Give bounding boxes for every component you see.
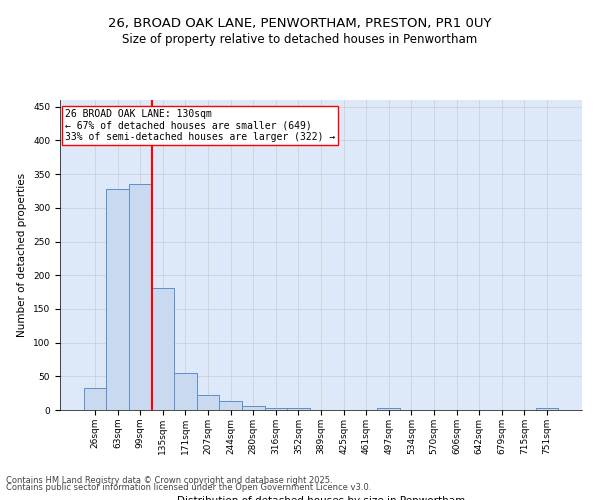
Text: Contains HM Land Registry data © Crown copyright and database right 2025.: Contains HM Land Registry data © Crown c… bbox=[6, 476, 332, 485]
Text: Size of property relative to detached houses in Penwortham: Size of property relative to detached ho… bbox=[122, 32, 478, 46]
Bar bbox=[106, 189, 129, 410]
Bar bbox=[174, 373, 197, 410]
Text: Contains public sector information licensed under the Open Government Licence v3: Contains public sector information licen… bbox=[6, 484, 371, 492]
Text: 26, BROAD OAK LANE, PENWORTHAM, PRESTON, PR1 0UY: 26, BROAD OAK LANE, PENWORTHAM, PRESTON,… bbox=[108, 18, 492, 30]
Text: 26 BROAD OAK LANE: 130sqm
← 67% of detached houses are smaller (649)
33% of semi: 26 BROAD OAK LANE: 130sqm ← 67% of detac… bbox=[65, 110, 335, 142]
Bar bbox=[197, 394, 220, 410]
Bar bbox=[287, 408, 310, 410]
X-axis label: Distribution of detached houses by size in Penwortham: Distribution of detached houses by size … bbox=[177, 496, 465, 500]
Bar bbox=[242, 406, 265, 410]
Bar bbox=[129, 184, 152, 410]
Bar bbox=[152, 288, 174, 410]
Bar bbox=[220, 400, 242, 410]
Bar bbox=[265, 408, 287, 410]
Bar bbox=[84, 388, 106, 410]
Bar bbox=[536, 408, 558, 410]
Bar bbox=[377, 408, 400, 410]
Y-axis label: Number of detached properties: Number of detached properties bbox=[17, 173, 28, 337]
